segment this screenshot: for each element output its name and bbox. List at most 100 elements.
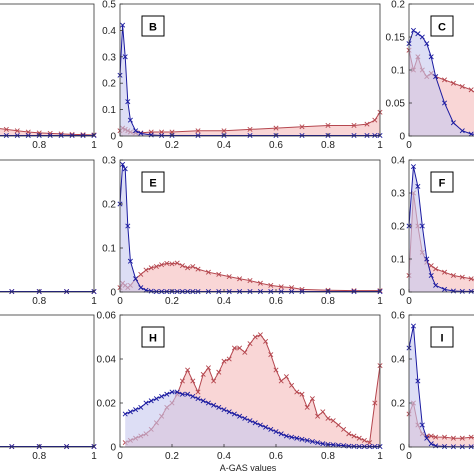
point-red-H (309, 396, 315, 402)
x-tick-label-E: 0 (117, 296, 123, 307)
x-tick-label-H: 1 (377, 451, 383, 462)
point-blue-B (372, 132, 378, 138)
x-tick-label-B: 0.6 (269, 140, 283, 151)
point-red-H (289, 382, 295, 388)
y-tick-label-E: 0.1 (102, 244, 116, 255)
y-tick-label-C: 0 (399, 132, 405, 143)
point-blue-H (211, 402, 217, 408)
point-blue-A (25, 132, 31, 138)
panel-letter-box-E (141, 171, 165, 193)
point-blue-A (47, 132, 53, 138)
point-red-I (468, 434, 474, 440)
x-tick-label-E: 0.6 (269, 296, 283, 307)
point-red-E (185, 265, 191, 271)
panel-I: 00 0.2 0.4 0.6 I (391, 311, 474, 462)
y-tick-label-B: 0.4 (102, 26, 116, 37)
point-blue-H (237, 413, 243, 419)
point-red-E (174, 260, 180, 266)
area-blue-I (409, 326, 474, 447)
point-red-C (468, 87, 474, 93)
point-red-H (226, 356, 232, 362)
point-blue-I (428, 441, 434, 447)
x-tick-label-E: 1 (377, 296, 383, 307)
x-tick-label-A: 0.8 (32, 140, 46, 151)
y-tick-label-B: 0.3 (102, 52, 116, 63)
y-tick-label-B: 0.2 (102, 79, 116, 90)
point-blue-H (148, 398, 154, 404)
point-blue-I (424, 435, 430, 441)
point-blue-E (237, 289, 243, 295)
point-blue-H (263, 424, 269, 430)
point-blue-E (133, 276, 139, 282)
y-tick-label-C: 0.1 (391, 66, 405, 77)
point-blue-H (294, 435, 300, 441)
panel-letter-box-F (430, 171, 454, 193)
point-blue-H (346, 443, 352, 449)
point-red-C (442, 77, 448, 83)
point-red-H (315, 413, 321, 419)
point-blue-E (247, 289, 253, 295)
panel-B: 0 0.2 0.4 0.6 0.8 1 0 0.1 0.2 0.3 0.4 0.5 B (102, 0, 383, 151)
point-red-B (351, 122, 357, 128)
point-blue-H (226, 409, 232, 415)
x-tick-label-G: 0.8 (32, 451, 46, 462)
axes-frame-B (119, 3, 381, 137)
y-tick-label-H: 0.02 (97, 399, 117, 410)
panel-letter-E: E (149, 178, 156, 190)
point-blue-F (468, 288, 474, 294)
point-blue-H (309, 438, 315, 445)
point-red-H (299, 391, 305, 397)
point-blue-E (148, 288, 154, 294)
point-blue-E (174, 289, 180, 295)
point-red-H (263, 338, 269, 344)
point-blue-H (247, 418, 253, 424)
area-blue-H (125, 392, 380, 447)
point-red-H (221, 358, 227, 364)
point-blue-H (330, 442, 336, 448)
point-blue-I (442, 444, 448, 450)
point-red-H (237, 345, 243, 351)
point-red-B (195, 128, 201, 134)
x-tick-label-E: 0.4 (217, 296, 231, 307)
point-red-B (364, 121, 370, 127)
point-red-F (428, 263, 434, 269)
point-blue-E (205, 289, 211, 295)
x-tick-label-H: 0.2 (165, 451, 179, 462)
y-tick-label-H: 0 (110, 443, 116, 454)
point-blue-B (351, 132, 357, 138)
point-red-H (341, 426, 347, 432)
point-blue-B (364, 132, 370, 138)
point-red-E (299, 286, 305, 292)
point-red-F (450, 272, 456, 279)
point-blue-F (419, 223, 425, 229)
axes-frame-E (119, 159, 381, 293)
point-blue-C (468, 131, 474, 137)
x-tick-label-E: 0.2 (165, 296, 179, 307)
point-red-B (221, 128, 227, 134)
panel-F: 00 0.1 0.2 0.3 0.4 F (391, 156, 474, 307)
point-red-E (164, 260, 170, 266)
point-red-H (294, 389, 300, 395)
x-axis-label: A-GAS values (220, 463, 277, 473)
point-blue-A (69, 132, 75, 138)
point-blue-E (195, 289, 201, 295)
y-tick-label-E: 0.2 (102, 200, 116, 211)
point-blue-H (252, 420, 258, 426)
y-tick-label-H: 0.06 (97, 311, 117, 322)
point-red-F (442, 269, 448, 275)
point-red-H (330, 418, 336, 424)
point-blue-H (304, 437, 310, 443)
point-red-H (242, 349, 248, 355)
point-blue-B (127, 117, 133, 123)
point-blue-H (257, 422, 263, 428)
point-red-H (325, 415, 331, 421)
point-blue-H (268, 426, 274, 432)
point-red-H (257, 332, 263, 338)
point-red-H (367, 440, 373, 446)
point-blue-E (125, 223, 131, 229)
point-red-E (143, 267, 149, 273)
point-red-I (442, 434, 448, 440)
point-blue-A (14, 132, 20, 138)
point-blue-H (143, 400, 149, 406)
point-red-H (346, 431, 352, 437)
